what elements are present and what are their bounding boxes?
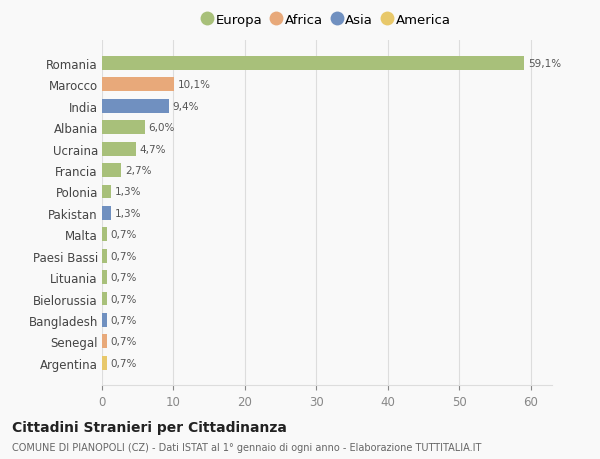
Text: 1,3%: 1,3% <box>115 208 142 218</box>
Text: 2,7%: 2,7% <box>125 166 151 176</box>
Text: 59,1%: 59,1% <box>528 59 561 69</box>
Bar <box>102 185 111 199</box>
Text: 0,7%: 0,7% <box>110 315 137 325</box>
Text: COMUNE DI PIANOPOLI (CZ) - Dati ISTAT al 1° gennaio di ogni anno - Elaborazione : COMUNE DI PIANOPOLI (CZ) - Dati ISTAT al… <box>12 442 481 452</box>
Text: 0,7%: 0,7% <box>110 358 137 368</box>
Bar <box>102 164 121 178</box>
Text: 0,7%: 0,7% <box>110 230 137 240</box>
Text: Cittadini Stranieri per Cittadinanza: Cittadini Stranieri per Cittadinanza <box>12 420 287 434</box>
Bar <box>102 270 107 285</box>
Text: 4,7%: 4,7% <box>139 145 166 154</box>
Bar <box>102 57 524 71</box>
Bar <box>102 249 107 263</box>
Text: 9,4%: 9,4% <box>173 101 199 112</box>
Text: 0,7%: 0,7% <box>110 251 137 261</box>
Bar <box>102 335 107 348</box>
Bar <box>102 228 107 242</box>
Bar <box>102 100 169 113</box>
Bar <box>102 292 107 306</box>
Bar <box>102 78 174 92</box>
Text: 6,0%: 6,0% <box>148 123 175 133</box>
Bar <box>102 313 107 327</box>
Bar <box>102 356 107 370</box>
Text: 1,3%: 1,3% <box>115 187 142 197</box>
Text: 0,7%: 0,7% <box>110 336 137 347</box>
Bar <box>102 207 111 220</box>
Text: 10,1%: 10,1% <box>178 80 211 90</box>
Bar <box>102 142 136 157</box>
Legend: Europa, Africa, Asia, America: Europa, Africa, Asia, America <box>203 13 451 27</box>
Text: 0,7%: 0,7% <box>110 294 137 304</box>
Text: 0,7%: 0,7% <box>110 273 137 282</box>
Bar <box>102 121 145 135</box>
